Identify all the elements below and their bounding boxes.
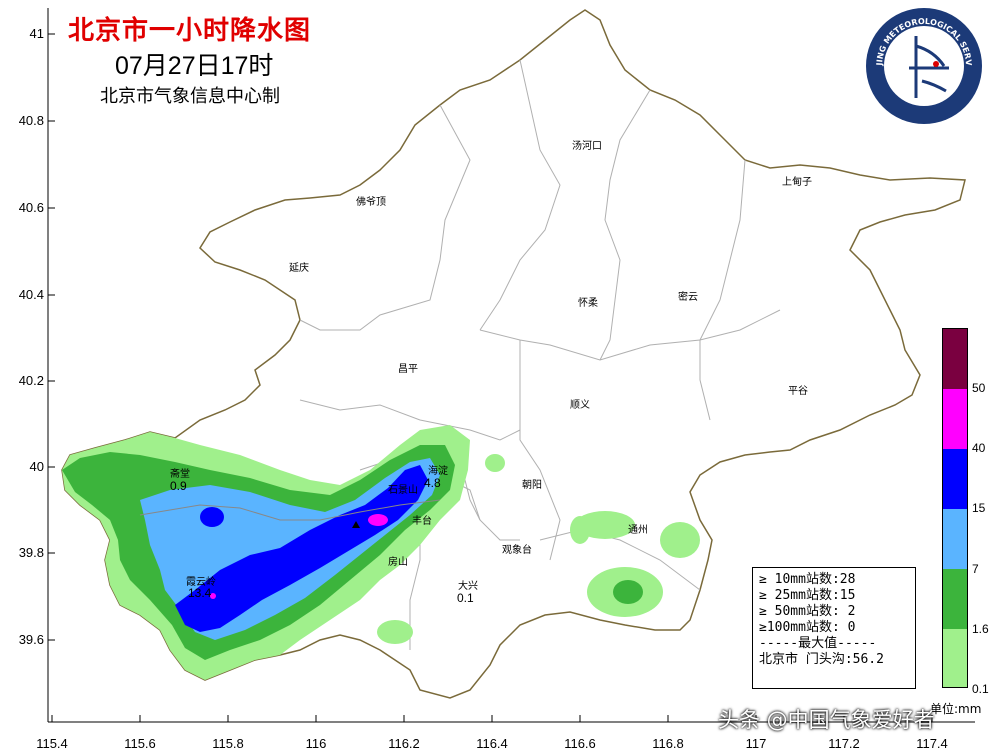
bms-logo-icon: BEIJING METEOROLOGICAL SERVICE 北京市气象局 xyxy=(864,6,982,124)
legend-label-7: 7 xyxy=(972,562,979,576)
stats-line-25mm: ≥ 25mm站数:15 xyxy=(759,588,856,603)
y-tick-label: 40.8 xyxy=(18,113,44,128)
legend-swatch-7 xyxy=(943,509,967,569)
legend-unit: 单位:mm xyxy=(930,702,982,716)
y-tick-label: 40.6 xyxy=(18,200,44,215)
legend-swatch-50 xyxy=(943,329,967,389)
place-yanqing: 延庆 xyxy=(289,263,309,274)
place-shijingshan: 石景山 xyxy=(388,485,418,496)
stats-box: ≥ 10mm站数:28 ≥ 25mm站数:15 ≥ 50mm站数: 2 ≥100… xyxy=(752,567,916,689)
y-tick-marks xyxy=(48,33,55,641)
x-tick-label: 115.6 xyxy=(124,736,156,751)
stats-line-50mm: ≥ 50mm站数: 2 xyxy=(759,604,856,619)
place-tongzhou: 通州 xyxy=(628,525,648,536)
y-tick-label: 40 xyxy=(29,459,44,474)
x-tick-label: 115.8 xyxy=(212,736,244,751)
y-tick-label: 39.6 xyxy=(18,632,44,647)
legend-swatch-0.1 xyxy=(943,629,967,687)
watermark: 头条 @中国气象爱好者 xyxy=(718,708,935,732)
legend-label-40: 40 xyxy=(972,441,986,455)
place-shunyi: 顺义 xyxy=(570,400,590,411)
x-tick-label: 116.4 xyxy=(476,736,508,751)
precip-15 xyxy=(175,465,428,632)
value-zhaitang: 0.9 xyxy=(170,479,187,493)
stats-line-100mm: ≥100mm站数: 0 xyxy=(759,620,856,635)
place-xiayunling: 霞云岭 xyxy=(186,577,216,588)
y-tick-label: 39.8 xyxy=(18,545,44,560)
y-tick-label: 40.2 xyxy=(18,373,44,388)
x-tick-label: 117.4 xyxy=(916,736,948,751)
place-shangdianzi: 上甸子 xyxy=(782,177,812,188)
value-daxing: 0.1 xyxy=(457,591,474,605)
legend-swatch-40 xyxy=(943,389,967,449)
x-tick-label: 115.4 xyxy=(36,736,68,751)
map-issuer: 北京市气象信息中心制 xyxy=(100,86,280,107)
place-haidian: 海淀 xyxy=(428,466,448,477)
precip-40 xyxy=(210,514,388,599)
place-tanghekou: 汤河口 xyxy=(572,141,602,152)
y-tick-label: 40.4 xyxy=(18,287,44,302)
x-tick-marks xyxy=(51,715,933,722)
place-daxing: 大兴 xyxy=(458,581,478,592)
x-tick-label: 117.2 xyxy=(828,736,860,751)
place-fangshan: 房山 xyxy=(388,557,408,568)
place-chaoyang: 朝阳 xyxy=(522,480,542,491)
place-pinggu: 平谷 xyxy=(788,386,808,397)
legend-swatch-15 xyxy=(943,449,967,509)
place-huairou: 怀柔 xyxy=(578,298,598,309)
station-marker xyxy=(352,521,360,528)
place-fengtai: 丰台 xyxy=(412,516,432,527)
legend-swatch-1.6 xyxy=(943,569,967,629)
legend-label-0.1: 0.1 xyxy=(972,682,989,696)
stats-line-10mm: ≥ 10mm站数:28 xyxy=(759,572,856,587)
stats-line-max-header: -----最大值----- xyxy=(759,636,877,651)
x-tick-label: 117 xyxy=(745,736,767,751)
legend-label-1.6: 1.6 xyxy=(972,622,989,636)
y-tick-label: 41 xyxy=(29,26,44,41)
x-tick-label: 116.2 xyxy=(388,736,420,751)
place-miyun: 密云 xyxy=(678,292,698,303)
value-haidian: 4.8 xyxy=(424,476,441,490)
legend-label-15: 15 xyxy=(972,501,986,515)
map-datetime: 07月27日17时 xyxy=(115,52,274,80)
place-foyeding: 佛爷顶 xyxy=(356,197,386,208)
x-tick-label: 116.6 xyxy=(564,736,596,751)
stats-line-max-value: 北京市 门头沟:56.2 xyxy=(759,652,884,667)
river-line xyxy=(139,499,441,521)
legend-colorbar xyxy=(942,328,968,688)
x-tick-label: 116 xyxy=(305,736,327,751)
place-zhaitang: 斋堂 xyxy=(170,469,190,480)
place-guanxiangtai: 观象台 xyxy=(502,545,532,556)
place-changping: 昌平 xyxy=(398,364,418,375)
map-title: 北京市一小时降水图 xyxy=(68,16,312,46)
x-tick-label: 116.8 xyxy=(652,736,684,751)
value-xiayunling: 13.4 xyxy=(188,586,212,600)
legend-label-50: 50 xyxy=(972,381,986,395)
